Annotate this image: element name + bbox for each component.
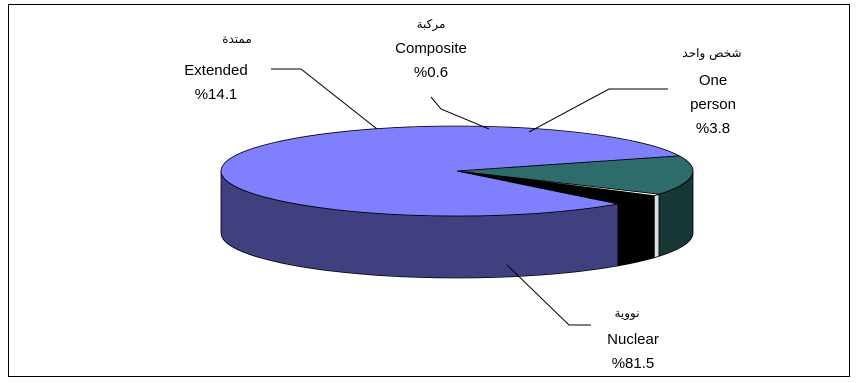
leader-line-extended <box>271 68 378 130</box>
chart-frame: مركبة Composite %0.6 ممتدة Extended %14.… <box>8 4 850 377</box>
label-composite-ar: مركبة <box>417 17 446 32</box>
label-composite-name: Composite <box>395 40 467 57</box>
slice-nuclear <box>220 125 681 217</box>
label-nuclear-pct: %81.5 <box>612 355 655 372</box>
label-one-person-line2: person <box>690 96 736 113</box>
leader-line-nuclear <box>506 264 591 326</box>
slice-one-person <box>456 170 655 205</box>
leader-line-composite <box>430 96 490 130</box>
label-composite-pct: %0.6 <box>414 64 448 81</box>
label-one-person-line1: One <box>699 72 727 89</box>
slice-side-composite <box>653 193 660 259</box>
slice-extended <box>456 155 694 195</box>
label-extended-name: Extended <box>184 62 247 79</box>
label-one-person-ar: شخص واحد <box>682 46 741 61</box>
slice-side-one-person <box>617 195 655 267</box>
leader-line-one-person <box>528 88 668 133</box>
label-nuclear-ar: نووية <box>614 306 639 321</box>
label-one-person-pct: %3.8 <box>696 120 730 137</box>
label-nuclear-name: Nuclear <box>607 331 659 348</box>
label-extended-ar: ممتدة <box>222 32 252 46</box>
label-extended-pct: %14.1 <box>195 86 238 103</box>
pie-chart: مركبة Composite %0.6 ممتدة Extended %14.… <box>184 17 741 372</box>
